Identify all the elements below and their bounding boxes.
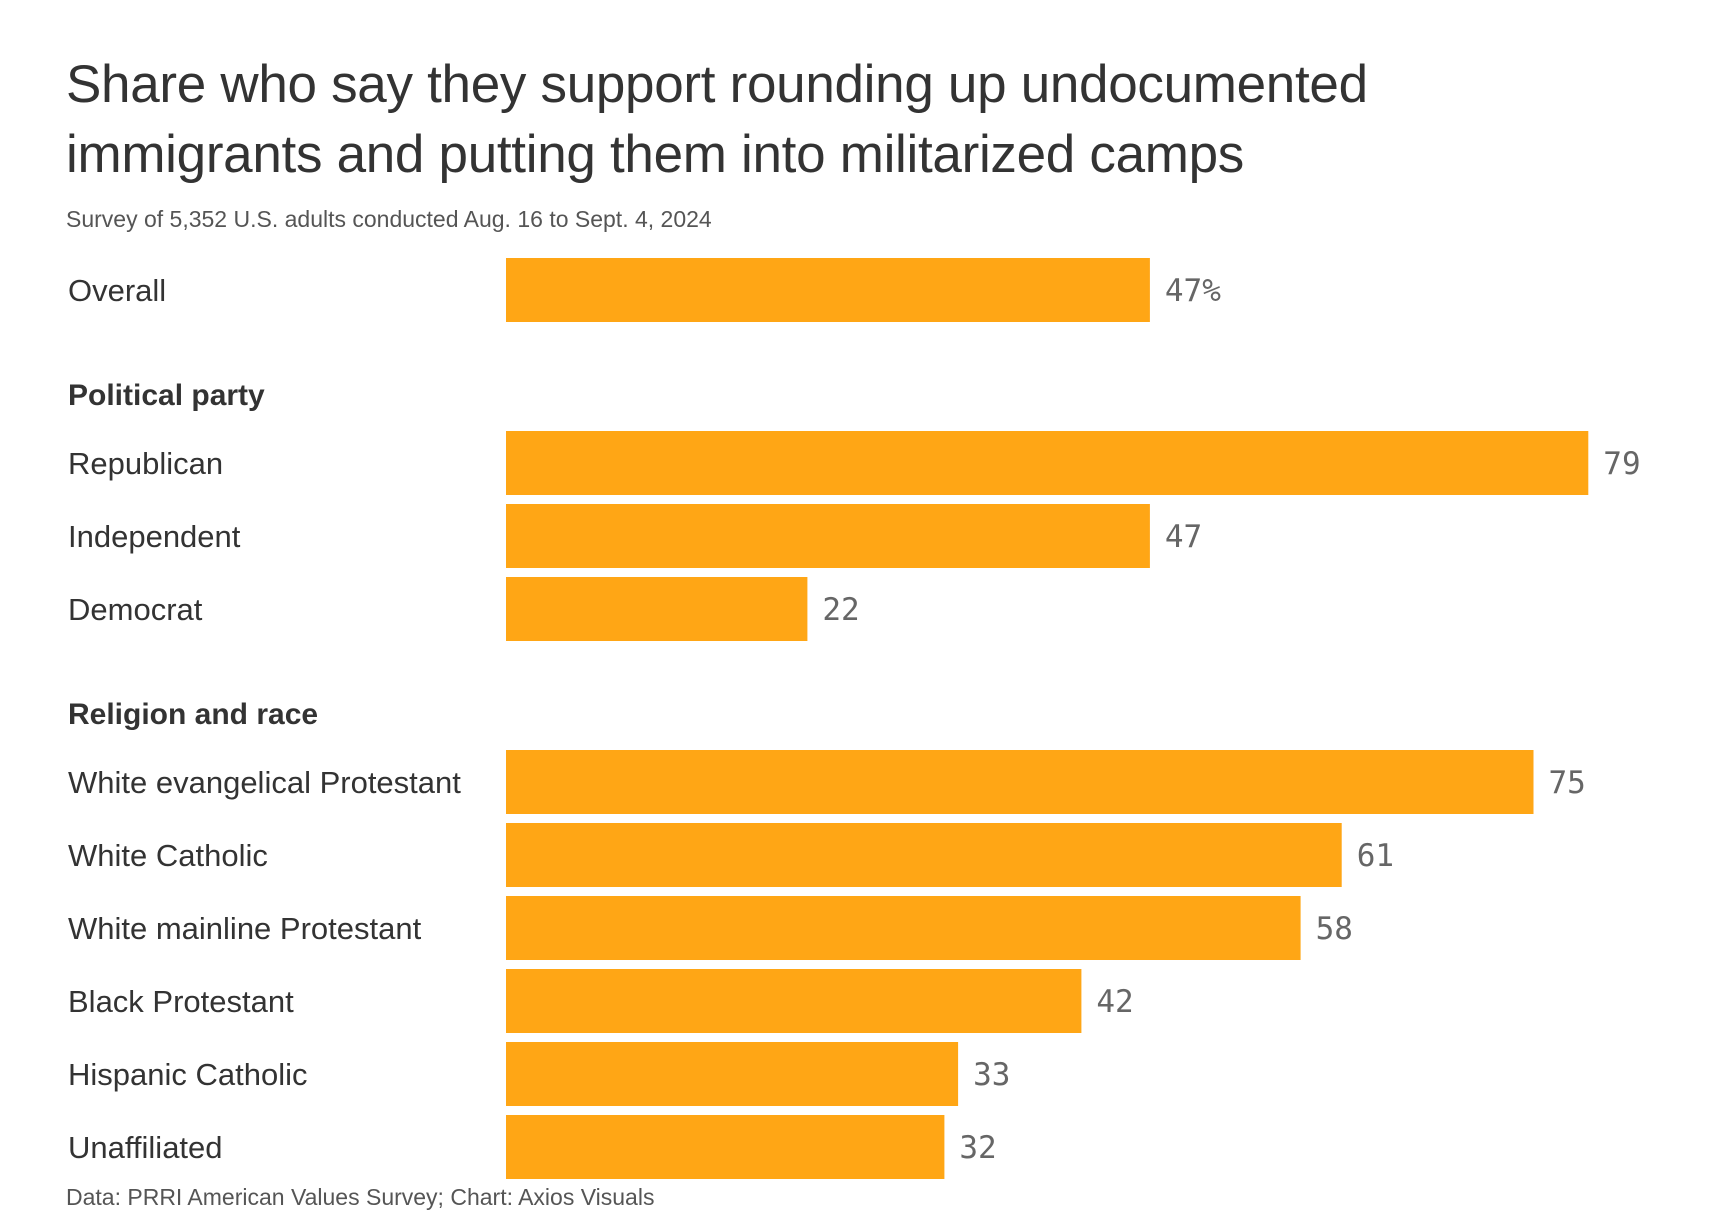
value-label-white-mainline-protestant: 58: [1316, 911, 1353, 947]
value-label-independent: 47: [1165, 519, 1202, 555]
category-label-independent: Independent: [68, 519, 241, 554]
value-label-white-catholic: 61: [1357, 838, 1394, 874]
bar-white-mainline-protestant: [506, 896, 1301, 960]
category-label-unaffiliated: Unaffiliated: [68, 1130, 223, 1165]
bar-overall: [506, 258, 1150, 322]
value-label-unaffiliated: 32: [959, 1130, 996, 1166]
bar-democrat: [506, 577, 808, 641]
chart-source: Data: PRRI American Values Survey; Chart…: [66, 1184, 655, 1210]
category-label-overall: Overall: [68, 273, 166, 308]
bar-black-protestant: [506, 969, 1082, 1033]
value-label-black-protestant: 42: [1096, 984, 1133, 1020]
chart-subtitle: Survey of 5,352 U.S. adults conducted Au…: [66, 206, 712, 232]
category-label-white-mainline-protestant: White mainline Protestant: [68, 911, 422, 946]
bar-hispanic-catholic: [506, 1042, 959, 1106]
category-label-black-protestant: Black Protestant: [68, 984, 294, 1019]
bar-unaffiliated: [506, 1115, 945, 1179]
value-label-hispanic-catholic: 33: [973, 1057, 1010, 1093]
bar-republican: [506, 431, 1589, 495]
category-label-white-evangelical-protestant: White evangelical Protestant: [68, 765, 461, 800]
value-label-democrat: 22: [822, 592, 859, 628]
category-label-republican: Republican: [68, 446, 223, 481]
group-label-religion-and-race: Religion and race: [68, 698, 318, 731]
category-label-democrat: Democrat: [68, 592, 203, 627]
chart-title: Share who say they support rounding up u…: [66, 55, 1368, 184]
value-label-overall: 47%: [1165, 273, 1221, 309]
value-label-white-evangelical-protestant: 75: [1549, 765, 1586, 801]
bar-white-catholic: [506, 823, 1342, 887]
category-label-hispanic-catholic: Hispanic Catholic: [68, 1057, 308, 1092]
group-label-political-party: Political party: [68, 379, 265, 412]
bar-white-evangelical-protestant: [506, 750, 1534, 814]
category-label-white-catholic: White Catholic: [68, 838, 268, 873]
value-label-republican: 79: [1603, 446, 1640, 482]
bar-independent: [506, 504, 1150, 568]
